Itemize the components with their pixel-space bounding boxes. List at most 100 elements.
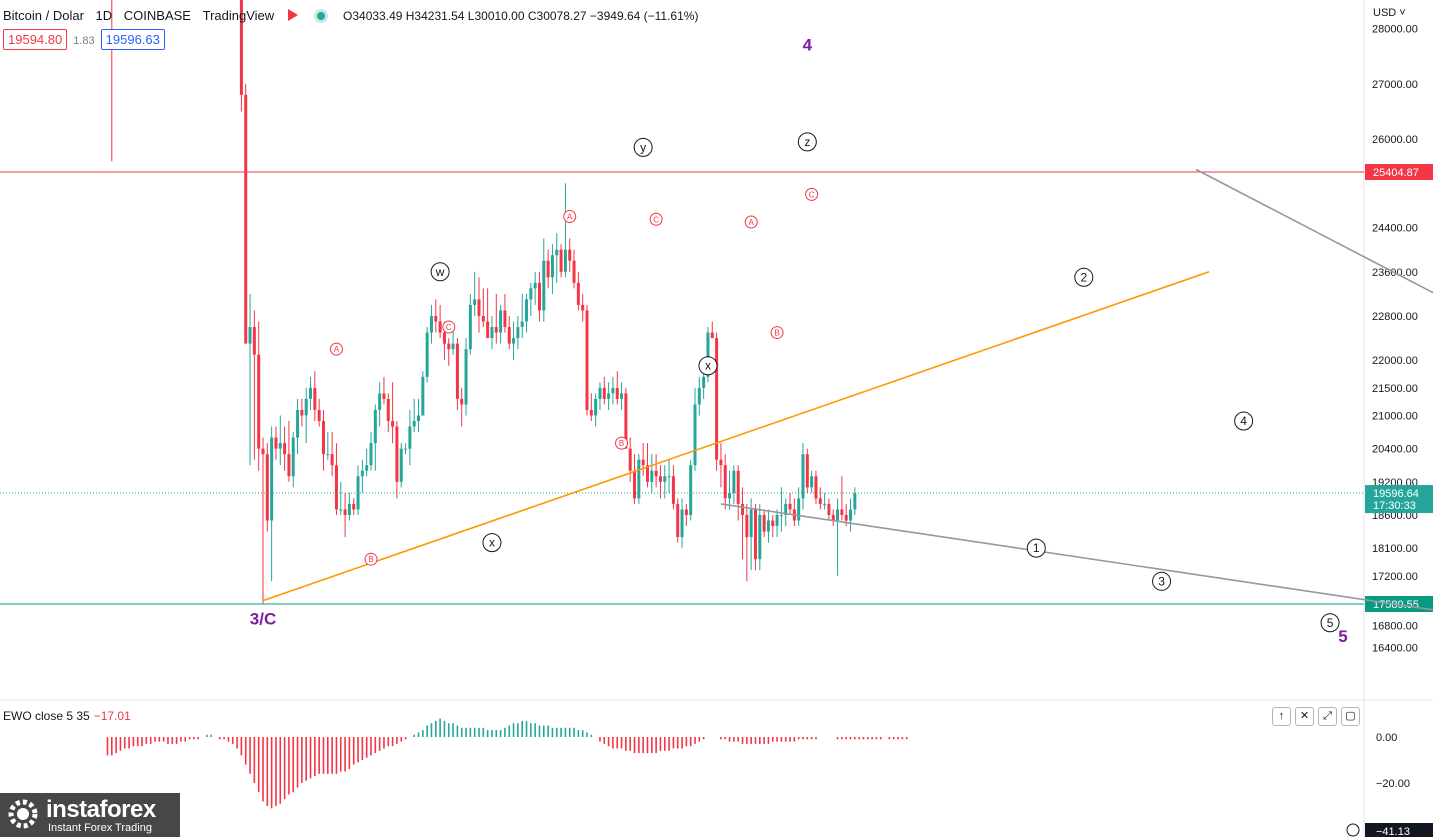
candle-body: [706, 332, 710, 377]
candle-body: [801, 454, 805, 499]
candle-body: [594, 398, 598, 416]
wave-label-minor: B: [619, 439, 624, 448]
candle-body: [395, 426, 399, 482]
candle-body: [369, 443, 373, 466]
candle-body: [499, 310, 503, 333]
candle-body: [585, 310, 589, 410]
wave-label: 4: [1240, 414, 1247, 428]
y-tick-label: 21000.00: [1372, 410, 1418, 422]
wave-circle: [633, 137, 653, 157]
wave-label-minor: C: [809, 190, 815, 199]
candle-body: [654, 470, 658, 477]
close-icon[interactable]: ✕: [1295, 707, 1314, 726]
candle-body: [749, 509, 753, 538]
brand-name: instaforex: [46, 796, 156, 823]
candle-body: [775, 514, 779, 527]
candle-body: [576, 282, 580, 305]
candle-body: [373, 409, 377, 444]
candle-body: [736, 470, 740, 504]
candle-body: [270, 437, 274, 521]
wave-circle-minor: [649, 212, 663, 226]
candle-body: [546, 260, 550, 278]
candle-body: [309, 387, 313, 399]
candle-body: [239, 0, 243, 95]
candle-body: [563, 249, 567, 272]
symbol-name[interactable]: Bitcoin / Dolar: [3, 8, 84, 23]
y-tick-label: 18100.00: [1372, 543, 1418, 555]
pane-controls: ↑ ✕ ⤢ ▢: [1272, 707, 1360, 726]
candle-body: [719, 459, 723, 466]
candle-body: [278, 443, 282, 449]
wave-circle-minor: [615, 436, 629, 450]
candle-body: [481, 315, 485, 322]
candle-body: [728, 492, 732, 499]
candle-body: [464, 349, 468, 405]
move-up-icon[interactable]: ↑: [1272, 707, 1291, 726]
candle-body: [693, 404, 697, 466]
candle-body: [684, 509, 688, 515]
candle-body: [477, 299, 481, 316]
wave-circle: [1320, 613, 1340, 633]
wave-label: x: [489, 536, 495, 550]
wave-circle: [797, 132, 817, 152]
candle-body: [399, 448, 403, 482]
candle-body: [516, 327, 520, 339]
wave-label-minor: B: [774, 329, 779, 338]
wave-circle: [1074, 267, 1094, 287]
candle-body: [503, 310, 507, 328]
candle-body: [615, 387, 619, 399]
wave-label: z: [804, 135, 810, 149]
candle-body: [468, 304, 472, 350]
wave-circle-minor: [364, 552, 378, 566]
candle-body: [723, 465, 727, 499]
indicator-name: EWO close 5 35: [3, 709, 90, 723]
candle-body: [810, 476, 814, 488]
candle-body: [330, 454, 334, 466]
candle-body: [827, 503, 831, 515]
indicator-legend[interactable]: EWO close 5 35 −17.01: [3, 709, 131, 723]
candle-body: [378, 393, 382, 410]
wave-label-minor: C: [446, 323, 452, 332]
wave-circle: [430, 262, 450, 282]
candle-body: [533, 282, 537, 289]
sell-price-button[interactable]: 19594.80: [3, 29, 68, 50]
flag-icon[interactable]: [287, 9, 298, 21]
candle-body: [607, 393, 611, 399]
candle-body: [741, 503, 745, 515]
ewo-tick-label: 0.00: [1376, 732, 1397, 744]
candle-body: [753, 509, 757, 560]
wave-circle: [1152, 571, 1172, 591]
interval[interactable]: 1D: [95, 8, 113, 23]
buy-price-button[interactable]: 19596.63: [100, 29, 165, 50]
candle-body: [382, 393, 386, 399]
bid-ask: 19594.80 1.83 19596.63: [3, 29, 165, 50]
candle-body: [572, 260, 576, 283]
y-tick-label: 27000.00: [1372, 79, 1418, 91]
candle-body: [326, 454, 330, 456]
candle-body: [542, 260, 546, 311]
candle-body: [265, 454, 269, 521]
collapse-icon[interactable]: ⤢: [1318, 707, 1337, 726]
candle-body: [321, 421, 325, 455]
ewo-last-box: [1365, 823, 1433, 837]
wave-circle: [698, 356, 718, 376]
candle-body: [762, 514, 766, 532]
candle-body: [758, 514, 762, 560]
wave-label: 5: [1327, 616, 1334, 630]
maximize-icon[interactable]: ▢: [1341, 707, 1360, 726]
candle-body: [412, 421, 416, 427]
candle-body: [689, 465, 693, 515]
price-label: 25404.87: [1373, 167, 1419, 179]
candle-body: [641, 459, 645, 466]
candle-body: [304, 398, 308, 416]
ewo-tick-label: −20.00: [1376, 778, 1410, 790]
candle-body: [404, 448, 408, 450]
candle-body: [732, 470, 736, 493]
wave-circle: [1026, 538, 1046, 558]
provider: TradingView: [202, 8, 275, 23]
candle-body: [797, 498, 801, 521]
candle-body: [766, 520, 770, 532]
candle-body: [455, 343, 459, 399]
candle-body: [244, 94, 248, 344]
